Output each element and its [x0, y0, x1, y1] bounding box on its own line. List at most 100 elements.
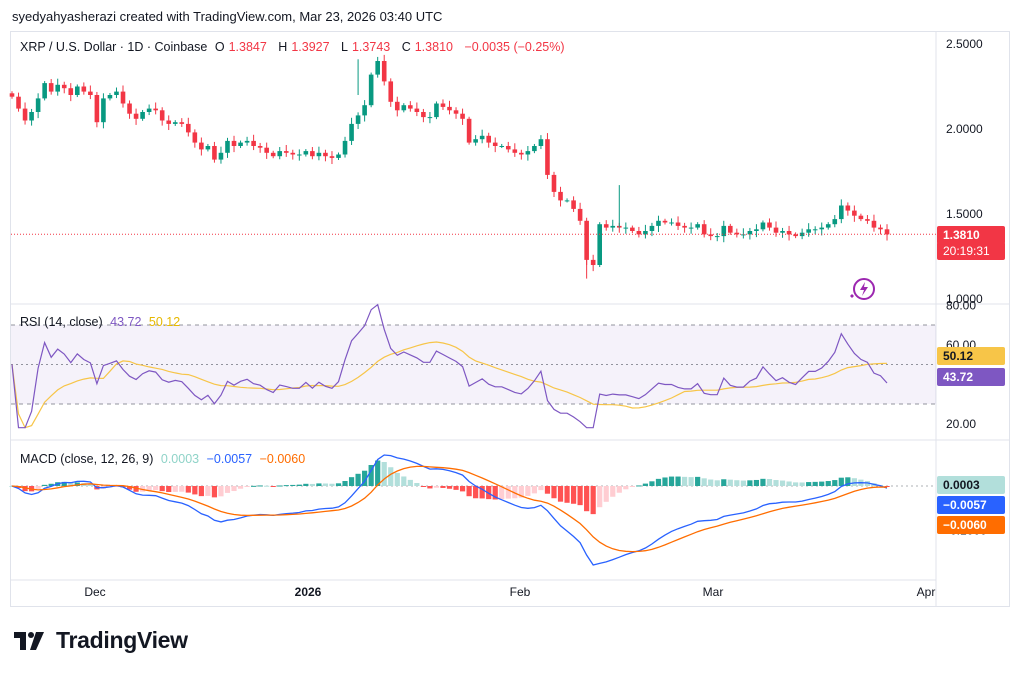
macd-histogram-bar: [806, 482, 812, 486]
macd-legend[interactable]: MACD (close, 12, 26, 9) 0.0003 −0.0057 −…: [20, 452, 309, 466]
candle-body: [336, 154, 341, 158]
candle-body: [682, 225, 687, 228]
macd-histogram-bar: [257, 485, 263, 487]
symbol-label[interactable]: XRP / U.S. Dollar · 1D · Coinbase: [20, 40, 208, 54]
candle-body: [505, 146, 511, 150]
macd-histogram-bar: [381, 461, 387, 486]
candle-body: [323, 152, 328, 157]
candle-body: [871, 220, 877, 228]
candle-body: [225, 140, 230, 153]
candle-body: [492, 142, 498, 146]
candle-body: [525, 151, 531, 155]
candle-body: [773, 227, 779, 233]
macd-histogram-bar: [407, 479, 413, 486]
macd-histogram-bar: [61, 481, 67, 486]
macd-signal-badge: −0.0060: [937, 516, 1005, 534]
macd-histogram-bar: [701, 478, 707, 486]
rsi-ma-value: 50.12: [148, 315, 181, 329]
macd-badge: −0.0057: [937, 496, 1005, 514]
macd-histogram-bar: [714, 480, 720, 486]
price-badge: 1.3810: [937, 226, 1005, 244]
rsi-tick-label: 80.00: [946, 298, 976, 312]
candle-body: [88, 91, 93, 95]
macd-histogram-bar: [218, 486, 224, 497]
macd-histogram-bar: [296, 484, 302, 486]
candle-body: [754, 229, 759, 231]
macd-histogram-bar: [668, 476, 675, 486]
price-tick-label: 2.0000: [946, 122, 983, 136]
price-tick-label: 2.5000: [946, 37, 983, 51]
candle-body: [133, 113, 139, 119]
macd-signal-value: −0.0060: [259, 452, 306, 466]
price-tick-label: 1.5000: [946, 207, 983, 221]
macd-histogram-bar: [499, 486, 505, 500]
candle-body: [186, 123, 191, 133]
macd-histogram-bar: [264, 485, 270, 487]
candle-body: [251, 140, 256, 146]
macd-histogram-bar: [623, 486, 629, 490]
candle-body: [577, 208, 583, 221]
candle-body: [283, 151, 289, 153]
candle-body: [825, 224, 831, 228]
candle-body: [127, 103, 132, 114]
candle-body: [199, 142, 204, 150]
rsi-line: [11, 303, 888, 429]
candle-body: [140, 112, 145, 119]
macd-histogram-bar: [414, 483, 420, 486]
candle-body: [519, 152, 524, 155]
candle-body: [297, 154, 302, 156]
macd-histogram-bar: [760, 478, 766, 486]
macd-histogram-bar: [766, 479, 773, 486]
candle-body: [499, 146, 505, 147]
macd-histogram-bar: [335, 483, 342, 486]
candle-body: [486, 135, 491, 143]
chart-frame[interactable]: [10, 31, 1010, 607]
candle-body: [342, 140, 348, 155]
macd-histogram-bar: [198, 486, 204, 497]
candle-body: [94, 95, 100, 123]
candle-body: [120, 91, 126, 104]
macd-histogram-bar: [375, 460, 381, 486]
candle-body: [218, 152, 224, 160]
rsi-label: RSI (14, close): [20, 315, 103, 329]
macd-histogram-bar: [303, 483, 309, 486]
candle-body: [734, 232, 740, 235]
candle-body: [701, 224, 707, 235]
candle-body: [401, 105, 407, 111]
candle-body: [146, 108, 152, 112]
candle-body: [381, 61, 387, 82]
macd-histogram-bar: [721, 479, 727, 486]
time-axis-label: Feb: [510, 585, 531, 599]
macd-histogram-bar: [505, 486, 511, 499]
tradingview-logo[interactable]: TradingView: [14, 627, 188, 654]
candle-body: [538, 139, 544, 146]
macd-histogram-bar: [512, 486, 518, 499]
candle-body: [205, 146, 211, 150]
macd-histogram-bar: [584, 486, 590, 512]
candle-body: [231, 140, 237, 146]
macd-histogram-bar: [838, 477, 844, 486]
candle-body: [421, 112, 426, 118]
macd-histogram-bar: [773, 480, 779, 486]
rsi-legend[interactable]: RSI (14, close) 43.72 50.12: [20, 315, 184, 329]
macd-histogram-bar: [446, 486, 453, 489]
candle-body: [277, 151, 283, 157]
candle-body: [394, 101, 400, 111]
macd-histogram-bar: [518, 486, 524, 498]
chart-caption: syedyahyasherazi created with TradingVie…: [12, 9, 443, 24]
rsi-tick-label: 20.00: [946, 417, 976, 431]
macd-histogram-bar: [459, 486, 466, 492]
macd-histogram-bar: [388, 467, 394, 486]
lightning-icon[interactable]: [848, 276, 876, 304]
candle-body: [22, 108, 28, 121]
candle-body: [812, 229, 818, 231]
macd-histogram-bar: [812, 481, 818, 486]
macd-histogram-bar: [655, 478, 662, 486]
macd-histogram-bar: [525, 486, 531, 496]
macd-hist-value: 0.0003: [160, 452, 200, 466]
candle-body: [159, 110, 165, 121]
macd-histogram-bar: [401, 476, 407, 486]
candle-body: [479, 135, 485, 140]
candle-body: [597, 224, 602, 265]
